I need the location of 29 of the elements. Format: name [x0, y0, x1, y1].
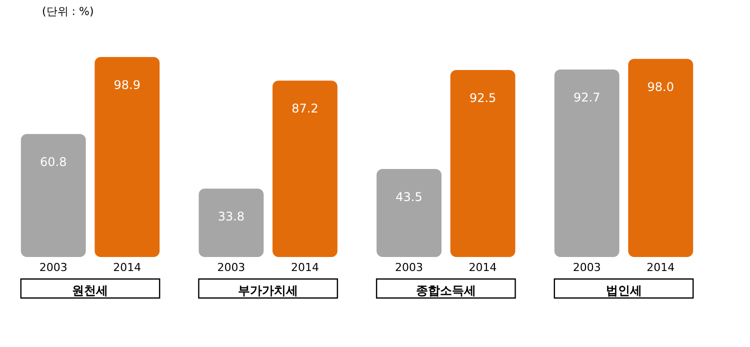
bar [376, 169, 442, 257]
data-label: 92.7 [574, 90, 600, 105]
bar [554, 70, 620, 257]
text: (단위 : %) [42, 5, 94, 18]
series-label: 2014 [113, 261, 142, 274]
data-label: 60.8 [40, 155, 67, 170]
bar [450, 70, 516, 257]
x-tick-label: 원천세 [72, 284, 108, 298]
text: 2003 [217, 261, 246, 274]
data-label: 87.2 [292, 102, 318, 116]
bar [20, 134, 86, 257]
data-label: 33.8 [218, 210, 245, 224]
text: 2014 [290, 261, 319, 274]
x-tick-label: 부가가치세 [238, 284, 298, 298]
data-label: 43.5 [396, 190, 422, 204]
text: 2003 [395, 261, 424, 274]
x-tick-label: 법인세 [606, 284, 642, 298]
bar [94, 57, 160, 257]
data-label: 92.5 [469, 90, 496, 105]
data-label: 98.0 [647, 80, 674, 94]
series-label: 2003 [39, 261, 68, 274]
bar [198, 188, 264, 257]
data-label: 98.9 [114, 78, 140, 92]
text: 2014 [468, 261, 497, 274]
bar [628, 58, 694, 257]
x-tick-label: 종합소득세 [416, 284, 476, 298]
text: 2003 [572, 261, 601, 274]
text: 2014 [646, 261, 675, 274]
bar [272, 80, 338, 257]
